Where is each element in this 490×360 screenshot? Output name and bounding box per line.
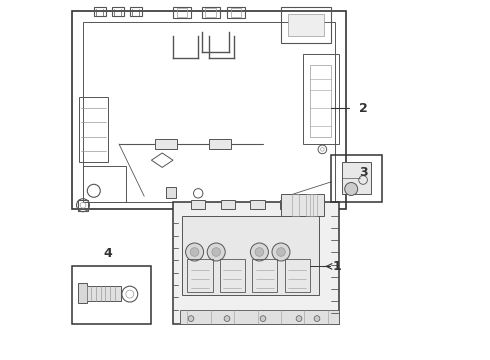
Circle shape	[296, 316, 302, 321]
Bar	[281, 7, 331, 43]
Bar	[220, 200, 235, 209]
Circle shape	[277, 248, 285, 256]
Bar	[331, 155, 382, 202]
Text: 1: 1	[332, 260, 341, 273]
Bar	[281, 194, 324, 216]
Bar	[250, 200, 265, 209]
Bar	[130, 7, 143, 16]
Bar	[155, 139, 176, 149]
Bar	[288, 14, 324, 36]
Bar	[342, 162, 371, 194]
Bar	[79, 97, 108, 162]
Circle shape	[345, 183, 358, 195]
Bar	[83, 22, 335, 202]
Bar	[209, 139, 231, 149]
Bar	[180, 310, 339, 324]
Circle shape	[190, 248, 199, 256]
Circle shape	[314, 316, 320, 321]
Bar	[77, 283, 87, 303]
Circle shape	[186, 243, 204, 261]
Circle shape	[272, 243, 290, 261]
Circle shape	[250, 243, 269, 261]
Bar	[231, 8, 242, 17]
Bar	[94, 7, 106, 16]
Bar	[310, 200, 324, 209]
Text: 4: 4	[104, 247, 113, 260]
Circle shape	[207, 243, 225, 261]
Bar	[191, 200, 205, 209]
Text: 2: 2	[360, 102, 368, 114]
Bar	[252, 259, 277, 292]
Bar	[310, 65, 331, 137]
Bar	[220, 259, 245, 292]
Bar	[173, 7, 191, 18]
Circle shape	[255, 248, 264, 256]
Text: 3: 3	[360, 166, 368, 179]
Circle shape	[212, 248, 220, 256]
Bar	[187, 259, 213, 292]
Circle shape	[224, 316, 230, 321]
Bar	[182, 216, 319, 295]
Bar	[173, 202, 339, 324]
Bar	[202, 7, 220, 18]
Bar	[303, 54, 339, 144]
Bar	[72, 11, 346, 209]
Bar	[292, 194, 299, 216]
Bar	[166, 187, 176, 198]
Bar	[205, 8, 216, 17]
Bar	[285, 259, 310, 292]
Bar	[176, 8, 187, 17]
Circle shape	[188, 316, 194, 321]
Bar	[83, 166, 126, 202]
Bar	[306, 194, 314, 216]
Bar	[77, 200, 88, 211]
Bar	[85, 286, 121, 301]
Bar	[227, 7, 245, 18]
Bar	[112, 7, 124, 16]
Bar	[72, 266, 151, 324]
Bar	[280, 200, 294, 209]
Circle shape	[260, 316, 266, 321]
Bar	[310, 194, 317, 216]
